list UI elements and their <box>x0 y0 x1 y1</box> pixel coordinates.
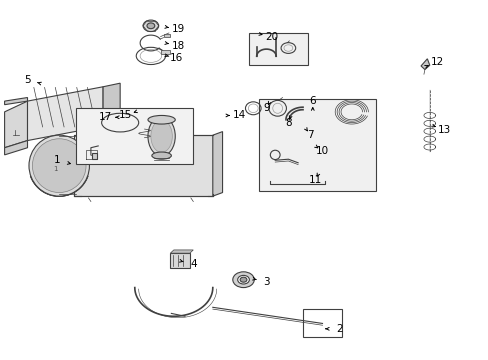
Ellipse shape <box>237 275 249 284</box>
Ellipse shape <box>168 128 178 134</box>
Text: 1: 1 <box>53 166 58 171</box>
Text: 12: 12 <box>429 57 443 67</box>
Text: 15: 15 <box>118 111 131 121</box>
Polygon shape <box>74 135 212 196</box>
Bar <box>249 33 307 65</box>
Polygon shape <box>170 250 193 253</box>
Text: 10: 10 <box>315 146 328 156</box>
Text: 13: 13 <box>437 125 450 135</box>
Bar <box>76 108 193 164</box>
Text: 4: 4 <box>190 259 196 269</box>
Text: 14: 14 <box>232 111 246 121</box>
Text: 20: 20 <box>264 32 277 41</box>
Ellipse shape <box>32 139 86 193</box>
Text: 9: 9 <box>263 103 269 113</box>
Bar <box>92 153 97 159</box>
Ellipse shape <box>151 120 172 152</box>
Text: 6: 6 <box>309 96 315 106</box>
Text: 11: 11 <box>308 175 321 185</box>
Bar <box>163 34 170 37</box>
Ellipse shape <box>143 20 158 32</box>
Bar <box>259 99 375 191</box>
Text: 17: 17 <box>99 112 112 122</box>
Bar <box>303 309 341 337</box>
Polygon shape <box>4 140 27 155</box>
Text: 8: 8 <box>285 118 291 128</box>
Ellipse shape <box>154 126 168 134</box>
Bar <box>170 253 189 267</box>
Ellipse shape <box>240 277 246 282</box>
Polygon shape <box>212 132 222 196</box>
Text: 7: 7 <box>306 130 313 140</box>
Ellipse shape <box>133 120 160 136</box>
Text: 5: 5 <box>24 75 31 85</box>
Ellipse shape <box>232 272 254 288</box>
Text: 19: 19 <box>172 24 185 35</box>
Ellipse shape <box>152 152 171 159</box>
Ellipse shape <box>29 135 89 196</box>
Polygon shape <box>103 83 120 126</box>
Text: 2: 2 <box>336 324 342 334</box>
Ellipse shape <box>147 23 155 29</box>
Ellipse shape <box>148 116 175 124</box>
Polygon shape <box>27 87 103 140</box>
Ellipse shape <box>148 117 175 156</box>
Polygon shape <box>4 98 27 105</box>
Text: 18: 18 <box>172 41 185 50</box>
Text: 1: 1 <box>53 155 60 165</box>
Polygon shape <box>103 123 120 142</box>
Text: 3: 3 <box>263 277 269 287</box>
Polygon shape <box>420 59 429 69</box>
Polygon shape <box>4 101 27 148</box>
Text: 16: 16 <box>169 53 183 63</box>
Bar <box>160 50 170 54</box>
